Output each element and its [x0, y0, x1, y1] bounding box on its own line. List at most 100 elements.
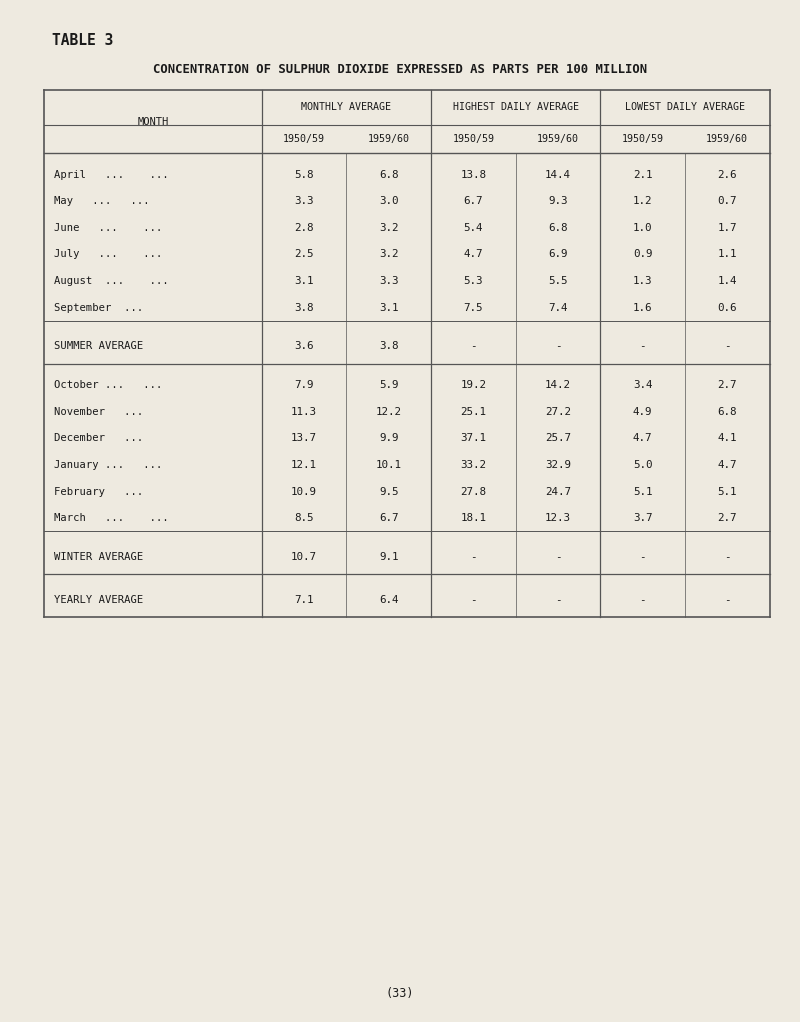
Text: November   ...: November ... — [54, 407, 143, 417]
Text: 25.7: 25.7 — [545, 433, 571, 444]
Text: 1.6: 1.6 — [633, 303, 652, 313]
Text: 9.3: 9.3 — [548, 196, 568, 206]
Text: 12.1: 12.1 — [291, 460, 317, 470]
Text: 4.7: 4.7 — [463, 249, 483, 260]
Text: -: - — [554, 595, 562, 605]
Text: 4.7: 4.7 — [633, 433, 652, 444]
Text: 1959/60: 1959/60 — [368, 134, 410, 144]
Text: 11.3: 11.3 — [291, 407, 317, 417]
Text: 13.8: 13.8 — [460, 170, 486, 180]
Text: 10.9: 10.9 — [291, 486, 317, 497]
Text: June   ...    ...: June ... ... — [54, 223, 162, 233]
Text: 6.8: 6.8 — [718, 407, 737, 417]
Text: 3.7: 3.7 — [633, 513, 652, 523]
Text: 14.4: 14.4 — [545, 170, 571, 180]
Text: May   ...   ...: May ... ... — [54, 196, 150, 206]
Text: 5.1: 5.1 — [633, 486, 652, 497]
Text: 3.2: 3.2 — [379, 223, 398, 233]
Text: 6.7: 6.7 — [463, 196, 483, 206]
Text: 18.1: 18.1 — [460, 513, 486, 523]
Text: 5.1: 5.1 — [718, 486, 737, 497]
Text: 5.5: 5.5 — [548, 276, 568, 286]
Text: 6.7: 6.7 — [379, 513, 398, 523]
Text: 3.3: 3.3 — [379, 276, 398, 286]
Text: YEARLY AVERAGE: YEARLY AVERAGE — [54, 595, 143, 605]
Text: 3.4: 3.4 — [633, 380, 652, 390]
Text: WINTER AVERAGE: WINTER AVERAGE — [54, 552, 143, 562]
Text: 2.8: 2.8 — [294, 223, 314, 233]
Text: 3.0: 3.0 — [379, 196, 398, 206]
Text: 3.8: 3.8 — [379, 341, 398, 352]
Text: -: - — [470, 595, 477, 605]
Text: 1950/59: 1950/59 — [452, 134, 494, 144]
Text: 0.9: 0.9 — [633, 249, 652, 260]
Text: 10.1: 10.1 — [376, 460, 402, 470]
Text: August  ...    ...: August ... ... — [54, 276, 168, 286]
Text: 9.1: 9.1 — [379, 552, 398, 562]
Text: 4.7: 4.7 — [718, 460, 737, 470]
Text: 27.2: 27.2 — [545, 407, 571, 417]
Text: 5.0: 5.0 — [633, 460, 652, 470]
Text: 7.9: 7.9 — [294, 380, 314, 390]
Text: -: - — [554, 341, 562, 352]
Text: 1.0: 1.0 — [633, 223, 652, 233]
Text: 3.3: 3.3 — [294, 196, 314, 206]
Text: 6.4: 6.4 — [379, 595, 398, 605]
Text: 9.9: 9.9 — [379, 433, 398, 444]
Text: -: - — [724, 341, 730, 352]
Text: 19.2: 19.2 — [460, 380, 486, 390]
Text: MONTH: MONTH — [138, 117, 169, 127]
Text: 2.6: 2.6 — [718, 170, 737, 180]
Text: 7.4: 7.4 — [548, 303, 568, 313]
Text: February   ...: February ... — [54, 486, 143, 497]
Text: 10.7: 10.7 — [291, 552, 317, 562]
Text: MONTHLY AVERAGE: MONTHLY AVERAGE — [302, 102, 391, 112]
Text: January ...   ...: January ... ... — [54, 460, 162, 470]
Text: 3.1: 3.1 — [294, 276, 314, 286]
Text: SUMMER AVERAGE: SUMMER AVERAGE — [54, 341, 143, 352]
Text: 1950/59: 1950/59 — [283, 134, 325, 144]
Text: -: - — [639, 552, 646, 562]
Text: 7.5: 7.5 — [463, 303, 483, 313]
Text: 4.1: 4.1 — [718, 433, 737, 444]
Text: 14.2: 14.2 — [545, 380, 571, 390]
Text: 24.7: 24.7 — [545, 486, 571, 497]
Text: April   ...    ...: April ... ... — [54, 170, 168, 180]
Text: 1.3: 1.3 — [633, 276, 652, 286]
Text: October ...   ...: October ... ... — [54, 380, 162, 390]
Text: -: - — [639, 595, 646, 605]
Text: LOWEST DAILY AVERAGE: LOWEST DAILY AVERAGE — [625, 102, 745, 112]
Text: 25.1: 25.1 — [460, 407, 486, 417]
Text: 6.9: 6.9 — [548, 249, 568, 260]
Text: -: - — [470, 341, 477, 352]
Text: 2.1: 2.1 — [633, 170, 652, 180]
Text: 1959/60: 1959/60 — [706, 134, 748, 144]
Text: 1.4: 1.4 — [718, 276, 737, 286]
Text: CONCENTRATION OF SULPHUR DIOXIDE EXPRESSED AS PARTS PER 100 MILLION: CONCENTRATION OF SULPHUR DIOXIDE EXPRESS… — [153, 63, 647, 76]
Text: 6.8: 6.8 — [548, 223, 568, 233]
Text: December   ...: December ... — [54, 433, 143, 444]
Text: 1.7: 1.7 — [718, 223, 737, 233]
Text: 2.5: 2.5 — [294, 249, 314, 260]
Text: 32.9: 32.9 — [545, 460, 571, 470]
Text: 2.7: 2.7 — [718, 380, 737, 390]
Text: 3.2: 3.2 — [379, 249, 398, 260]
Text: 12.2: 12.2 — [376, 407, 402, 417]
Text: -: - — [639, 341, 646, 352]
Text: 5.9: 5.9 — [379, 380, 398, 390]
Text: 5.3: 5.3 — [463, 276, 483, 286]
Text: -: - — [724, 552, 730, 562]
Text: 1.2: 1.2 — [633, 196, 652, 206]
Text: 1959/60: 1959/60 — [537, 134, 579, 144]
Text: March   ...    ...: March ... ... — [54, 513, 168, 523]
Text: 6.8: 6.8 — [379, 170, 398, 180]
Text: 37.1: 37.1 — [460, 433, 486, 444]
Text: 5.4: 5.4 — [463, 223, 483, 233]
Text: 33.2: 33.2 — [460, 460, 486, 470]
Text: 27.8: 27.8 — [460, 486, 486, 497]
Text: 12.3: 12.3 — [545, 513, 571, 523]
Text: 13.7: 13.7 — [291, 433, 317, 444]
Text: 0.6: 0.6 — [718, 303, 737, 313]
Text: 5.8: 5.8 — [294, 170, 314, 180]
Text: 3.1: 3.1 — [379, 303, 398, 313]
